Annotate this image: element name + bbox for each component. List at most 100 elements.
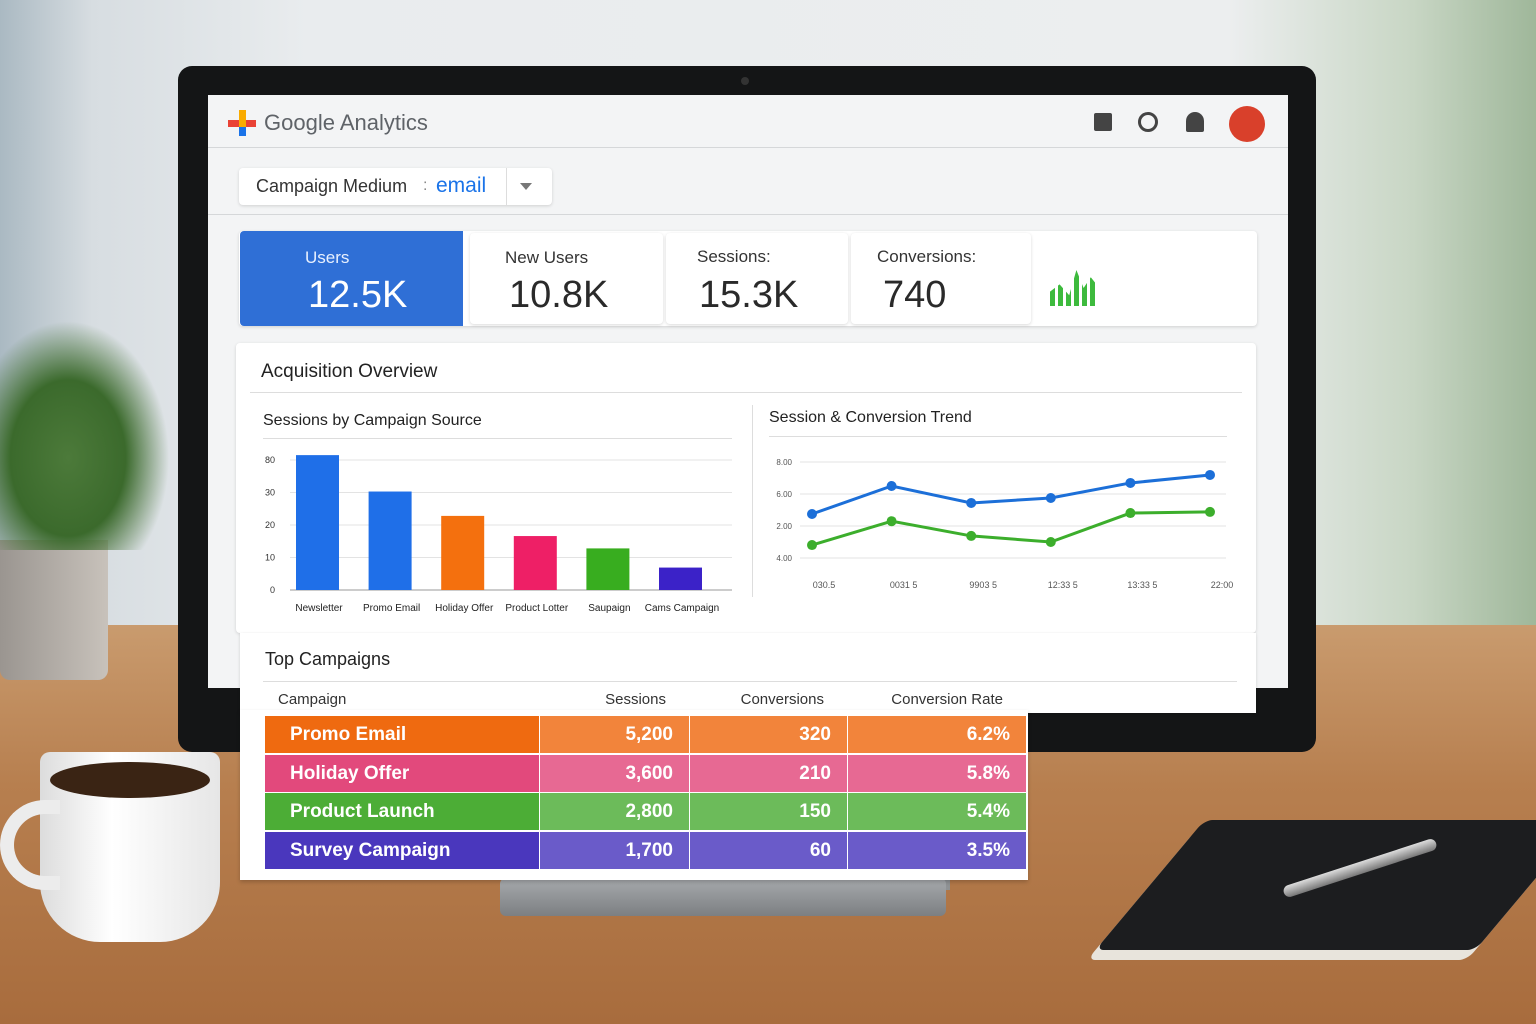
kpi-label: Conversions:	[877, 247, 977, 266]
table-cell: 320	[690, 716, 847, 753]
table-cell: 3.5%	[848, 831, 1026, 869]
cell-text: 150	[799, 801, 831, 822]
cell-tint	[540, 716, 689, 753]
x-tick-label: Promo Email	[363, 603, 420, 614]
y-tick-label: 6.00	[776, 490, 792, 499]
column-header[interactable]: Sessions	[605, 691, 666, 708]
campaign-name: Promo Email	[265, 716, 539, 753]
table-cell: 60	[690, 831, 847, 869]
table-title-divider	[263, 681, 1237, 682]
line-series	[811, 510, 1211, 547]
filter-label: Campaign Medium	[256, 176, 408, 196]
kpi-value: 740	[883, 274, 947, 316]
y-tick-label: 4.00	[776, 554, 792, 563]
line-series	[811, 473, 1211, 516]
x-tick-label: Saupaign	[588, 603, 630, 614]
x-tick-label: Product Lotter	[505, 603, 568, 614]
line-point	[886, 516, 897, 527]
campaign-name: Product Launch	[265, 793, 539, 830]
cell-tint	[848, 793, 1026, 830]
chart-title: Session & Conversion Trend	[769, 409, 972, 426]
x-tick-label: 0031 5	[890, 580, 918, 590]
cell-text: 210	[799, 762, 831, 784]
y-tick-label: 80	[265, 455, 275, 465]
monitor-base	[500, 878, 946, 916]
kpi-card[interactable]: New Users 10.8K	[470, 233, 663, 324]
line-point	[1205, 506, 1215, 517]
campaign-name: Survey Campaign	[265, 831, 539, 869]
icon-inbox[interactable]	[1094, 113, 1112, 131]
x-tick-label: 13:33 5	[1127, 580, 1157, 590]
cell-tint	[540, 831, 689, 869]
icon-search[interactable]	[1138, 112, 1158, 132]
cell-text: Holiday Offer	[290, 762, 410, 784]
line-point	[1125, 477, 1136, 488]
filter-dropdown[interactable]: Campaign Medium : email	[239, 168, 552, 205]
line-point	[1045, 493, 1056, 503]
table-cell: 3,600	[540, 754, 689, 792]
table-cell: 1,700	[540, 831, 689, 869]
chart-divider	[752, 405, 753, 597]
cell-tint	[690, 831, 847, 869]
campaign-name: Holiday Offer	[265, 754, 539, 792]
line-point	[966, 497, 977, 508]
column-header[interactable]: Conversions	[740, 691, 824, 708]
logo	[228, 110, 256, 136]
y-tick-label: 20	[265, 520, 275, 530]
cell-tint	[690, 716, 847, 753]
cell-tint	[540, 793, 689, 830]
filter-value: email	[436, 174, 487, 197]
coffee	[50, 762, 210, 798]
kpi-card[interactable]: Conversions: 740	[851, 233, 1031, 324]
x-tick-label: 22:00	[1211, 580, 1234, 590]
cell-text: 3,600	[625, 762, 673, 784]
x-tick-label: Cams Campaign	[645, 603, 719, 614]
header-divider	[208, 147, 1288, 148]
kpi-card[interactable]: Sessions: 15.3K	[666, 233, 848, 324]
app-name: Google Analytics	[264, 110, 428, 135]
table-cell: 5.4%	[848, 793, 1026, 830]
avatar[interactable]	[1229, 106, 1265, 142]
kpi-value: 15.3K	[699, 274, 799, 316]
line-point	[1125, 508, 1136, 519]
table-cell: 6.2%	[848, 716, 1026, 753]
cell-text: 5,200	[625, 724, 673, 745]
x-tick-label: Newsletter	[295, 603, 343, 614]
plant	[0, 320, 170, 550]
cell-tint	[690, 793, 847, 830]
y-tick-label: 30	[265, 488, 275, 498]
line-point	[966, 530, 977, 541]
cell-text: 5.4%	[966, 801, 1010, 822]
filter-divider	[506, 168, 507, 205]
x-tick-label: Holiday Offer	[435, 603, 494, 614]
plant-pot	[0, 540, 108, 680]
kpi-label: Users	[305, 248, 350, 267]
cell-tint	[848, 716, 1026, 753]
filter-separator: :	[423, 177, 428, 194]
kpi-card[interactable]: Users 12.5K	[240, 231, 463, 326]
line-point	[1205, 469, 1215, 480]
y-tick-label: 2.00	[776, 522, 792, 531]
x-tick-label: 030.5	[813, 580, 836, 590]
column-header[interactable]: Campaign	[278, 691, 347, 708]
kpi-value: 10.8K	[509, 274, 609, 316]
icon-bell[interactable]	[1186, 112, 1204, 132]
bar	[368, 491, 412, 590]
cell-text: 1,700	[625, 839, 673, 861]
section-divider	[250, 392, 1242, 393]
y-tick-label: 0	[270, 585, 275, 595]
y-tick-label: 10	[265, 553, 275, 563]
line-point	[886, 481, 897, 491]
y-tick-label: 8.00	[776, 458, 792, 467]
line-point	[807, 540, 817, 551]
bar	[441, 515, 485, 590]
kpi-value: 12.5K	[308, 274, 408, 316]
column-header[interactable]: Conversion Rate	[891, 691, 1003, 708]
x-tick-label: 9903 5	[969, 580, 997, 590]
cell-tint	[848, 754, 1026, 792]
cell-text: Promo Email	[290, 724, 407, 745]
table-title: Top Campaigns	[265, 649, 391, 669]
chart-title: Sessions by Campaign Source	[263, 412, 482, 429]
